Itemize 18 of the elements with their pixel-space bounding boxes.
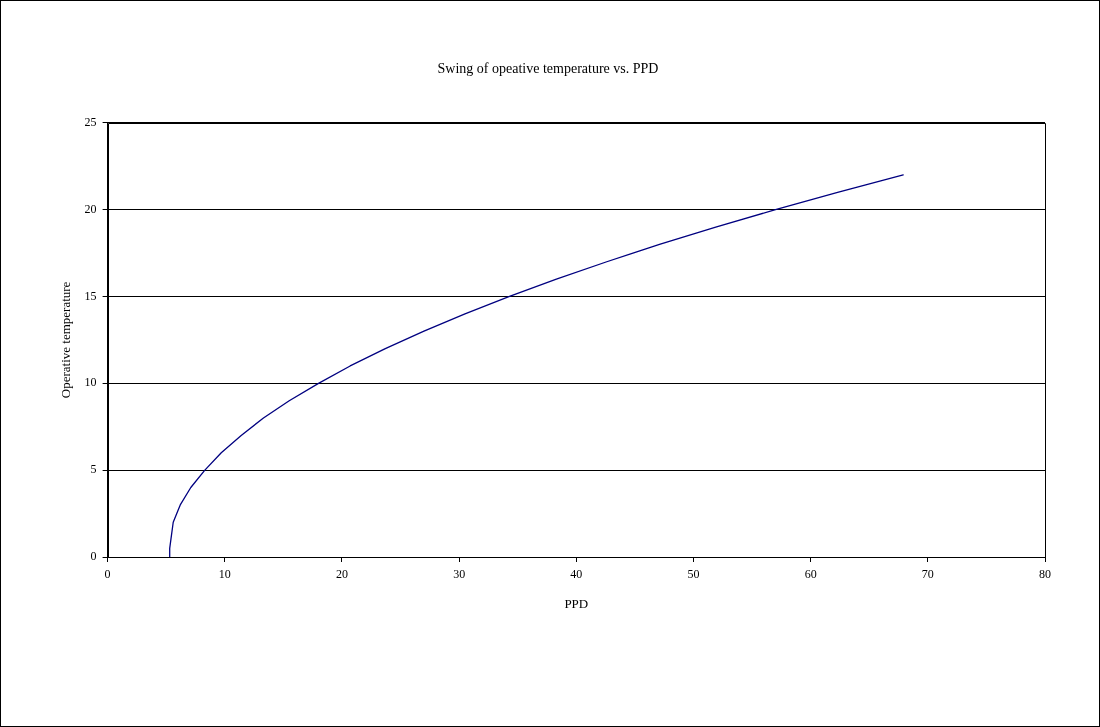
y-tick-label: 25 <box>84 114 97 129</box>
y-axis-title: Operative temperature <box>58 281 74 399</box>
x-tick-label: 80 <box>1039 567 1051 582</box>
chart-title: Swing of opeative temperature vs. PPD <box>437 61 659 77</box>
y-tick-label: 0 <box>90 549 97 564</box>
y-tick-label: 10 <box>84 375 97 390</box>
y-tick-label: 20 <box>84 201 97 216</box>
y-tick-label: 5 <box>90 462 97 477</box>
x-tick-label: 10 <box>218 567 231 582</box>
x-tick-label: 40 <box>570 567 583 582</box>
x-tick-label: 0 <box>104 567 111 582</box>
x-tick-label: 20 <box>335 567 348 582</box>
x-tick-label: 60 <box>804 567 817 582</box>
x-tick-label: 70 <box>921 567 934 582</box>
x-axis-title: PPD <box>564 595 589 611</box>
y-tick-label: 15 <box>84 288 97 303</box>
x-tick-label: 30 <box>453 567 466 582</box>
x-tick-label: 50 <box>687 567 700 582</box>
